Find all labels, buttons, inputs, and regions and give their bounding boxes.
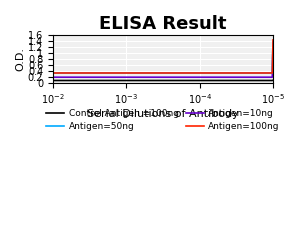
Antigen=50ng xyxy=(250,72,254,74)
Control Antigen =100ng xyxy=(182,79,186,82)
Antigen=100ng xyxy=(186,72,189,74)
Antigen=100ng xyxy=(52,72,56,74)
Antigen=100ng xyxy=(237,72,240,74)
Antigen=100ng xyxy=(51,72,55,74)
Control Antigen =100ng xyxy=(52,79,56,82)
Antigen=10ng xyxy=(51,76,55,79)
Antigen=10ng xyxy=(182,76,186,79)
Antigen=50ng xyxy=(182,72,185,74)
Legend: Control Antigen =100ng, Antigen=50ng, Antigen=10ng, Antigen=100ng: Control Antigen =100ng, Antigen=50ng, An… xyxy=(42,105,284,135)
Antigen=10ng xyxy=(182,76,185,79)
Antigen=10ng xyxy=(271,42,275,45)
Antigen=50ng xyxy=(271,40,275,43)
Antigen=10ng xyxy=(186,76,189,79)
Antigen=50ng xyxy=(237,72,240,74)
Control Antigen =100ng xyxy=(182,79,185,82)
X-axis label: Serial Dilutions of Antibody: Serial Dilutions of Antibody xyxy=(87,109,239,119)
Control Antigen =100ng xyxy=(186,79,189,82)
Antigen=10ng xyxy=(237,76,240,79)
Control Antigen =100ng xyxy=(271,79,275,82)
Antigen=10ng xyxy=(52,76,56,79)
Title: ELISA Result: ELISA Result xyxy=(99,15,227,33)
Line: Antigen=10ng: Antigen=10ng xyxy=(53,44,273,77)
Antigen=10ng xyxy=(250,76,254,79)
Antigen=50ng xyxy=(51,72,55,74)
Control Antigen =100ng xyxy=(250,79,254,82)
Control Antigen =100ng xyxy=(237,79,240,82)
Line: Antigen=50ng: Antigen=50ng xyxy=(53,42,273,73)
Antigen=100ng xyxy=(271,38,275,42)
Antigen=50ng xyxy=(52,72,56,74)
Line: Antigen=100ng: Antigen=100ng xyxy=(53,40,273,73)
Antigen=100ng xyxy=(182,72,185,74)
Antigen=50ng xyxy=(186,72,189,74)
Antigen=100ng xyxy=(250,72,254,74)
Antigen=50ng xyxy=(182,72,186,74)
Y-axis label: O.D.: O.D. xyxy=(15,46,25,70)
Antigen=100ng xyxy=(182,72,186,74)
Control Antigen =100ng xyxy=(51,79,55,82)
